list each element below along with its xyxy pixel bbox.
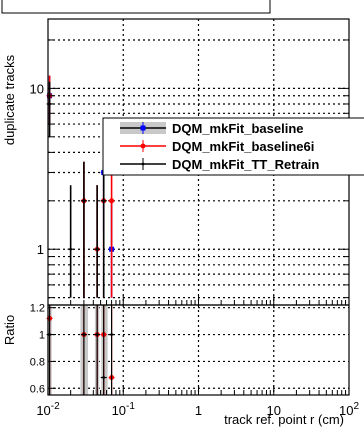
data-point xyxy=(69,247,73,251)
main-marks xyxy=(46,75,115,298)
x-tick-label: 1 xyxy=(195,403,202,418)
ratio-grid xyxy=(48,305,349,395)
data-point xyxy=(82,199,86,203)
data-point xyxy=(140,143,146,149)
ratio-tick-label: 1.2 xyxy=(30,303,45,315)
data-point xyxy=(110,333,113,336)
legend-label: DQM_mkFit_TT_Retrain xyxy=(172,157,319,172)
data-point xyxy=(102,199,106,203)
legend-item: DQM_mkFit_TT_Retrain xyxy=(120,157,319,172)
legend-label: DQM_mkFit_baseline xyxy=(172,121,304,136)
data-point xyxy=(95,247,99,251)
ratio-bands xyxy=(47,305,108,395)
ratio-marks xyxy=(46,305,115,395)
x-tick-label: 10-2 xyxy=(36,401,60,418)
data-point xyxy=(109,198,115,204)
data-point xyxy=(140,125,146,131)
legend-item: DQM_mkFit_baseline6i xyxy=(120,139,314,154)
data-point xyxy=(102,376,106,379)
ratio-series-DQM_mkFit_TT_Retrain xyxy=(46,305,115,395)
ratio-band xyxy=(101,305,108,395)
y-tick-label: 1 xyxy=(37,242,44,257)
legend-item: DQM_mkFit_baseline xyxy=(120,121,304,136)
title-box xyxy=(1,0,271,14)
series-DQM_mkFit_TT_Retrain xyxy=(46,81,107,298)
x-tick-label: 102 xyxy=(339,401,359,418)
data-point xyxy=(141,162,145,166)
x-axis-title: track ref. point r (cm) xyxy=(224,412,344,427)
ratio-tick-label: 0.6 xyxy=(30,383,45,395)
tick-labels: 10-2 10-1 1 10 102 1 10 0.6 0.8 1 1.2 xyxy=(30,81,360,418)
data-point xyxy=(82,333,86,336)
ratio-tick-label: 0.8 xyxy=(30,356,45,368)
data-point xyxy=(95,333,99,336)
ratio-tick-label: 1 xyxy=(39,330,45,342)
x-tick-label: 10-1 xyxy=(112,401,136,418)
y-tick-label: 10 xyxy=(30,81,44,96)
ratio-axis-title: Ratio xyxy=(2,315,17,345)
y-axis-title: duplicate tracks xyxy=(2,54,17,145)
legend-label: DQM_mkFit_baseline6i xyxy=(172,139,314,154)
legend: DQM_mkFit_baseline DQM_mkFit_baseline6i DQ… xyxy=(102,117,364,176)
x-tick-label: 10 xyxy=(267,403,281,418)
